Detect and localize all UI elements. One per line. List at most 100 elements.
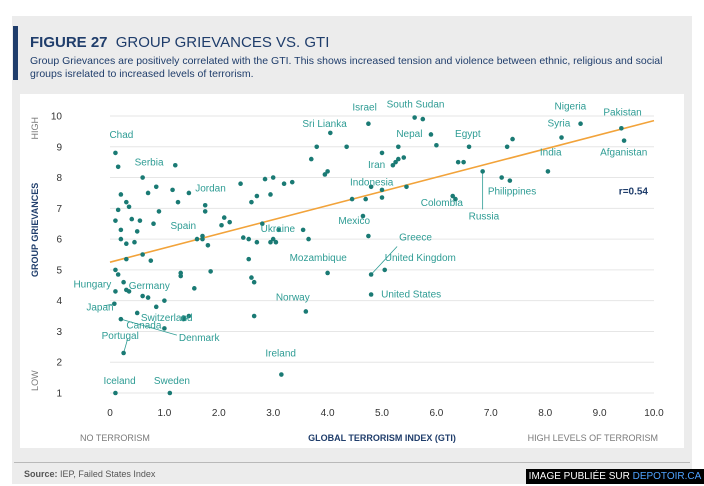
- data-point: [251, 279, 257, 285]
- data-point: [186, 190, 192, 196]
- y-tick-label: 4: [56, 296, 62, 307]
- point-label-jordan: Jordan: [195, 183, 226, 194]
- data-point: [113, 218, 118, 223]
- data-point: [126, 289, 132, 294]
- point-label-greece: Greece: [399, 233, 432, 244]
- data-point: [145, 295, 151, 300]
- data-point: [379, 187, 385, 193]
- data-point: [162, 298, 167, 303]
- y-tick-label: 7: [56, 204, 62, 215]
- data-point: [175, 199, 181, 205]
- x-tick-label: 4.0: [321, 408, 335, 419]
- data-point-portugal: [121, 350, 126, 356]
- data-point: [181, 315, 186, 320]
- data-point-japan: [112, 301, 117, 307]
- correlation-label: r=0.54: [619, 186, 649, 197]
- x-tick-label: 7.0: [484, 408, 498, 419]
- data-point-norway: [303, 309, 309, 314]
- data-point: [202, 209, 208, 214]
- data-point: [115, 272, 121, 277]
- data-point-nigeria: [578, 121, 583, 126]
- y-tick-label: 9: [56, 142, 62, 153]
- data-point-switzerland: [186, 313, 192, 319]
- point-label-russia: Russia: [469, 211, 500, 222]
- x-tick-label: 1.0: [157, 408, 171, 419]
- data-point: [306, 236, 311, 242]
- y-tick-label: 3: [56, 327, 62, 338]
- data-point: [208, 269, 213, 274]
- data-point-denmark: [118, 316, 124, 322]
- point-label-syria: Syria: [548, 119, 571, 130]
- data-point-syria: [559, 135, 564, 140]
- data-point: [349, 196, 355, 202]
- x-tick-label: 9.0: [593, 408, 607, 419]
- point-label-spain: Spain: [170, 221, 196, 232]
- data-point: [300, 227, 306, 233]
- data-point-mozambique: [325, 270, 330, 276]
- data-point: [140, 252, 145, 257]
- data-point: [219, 222, 224, 228]
- point-label-indonesia: Indonesia: [350, 178, 394, 189]
- point-label-nepal: Nepal: [396, 129, 422, 140]
- data-point: [314, 144, 320, 150]
- figure-number: FIGURE 27: [30, 34, 108, 51]
- data-point: [368, 184, 374, 190]
- data-point: [251, 313, 257, 319]
- data-point-india: [545, 169, 551, 174]
- watermark-badge[interactable]: IMAGE PUBLIÉE SUR DEPOTOIR.CA: [526, 469, 704, 484]
- data-point: [246, 256, 252, 262]
- source-note: Source: IEP, Failed States Index: [24, 469, 155, 479]
- data-point: [390, 162, 396, 168]
- data-point: [254, 239, 260, 245]
- data-point: [249, 199, 254, 205]
- point-label-ireland: Ireland: [265, 349, 296, 360]
- data-point: [289, 179, 295, 185]
- point-label-portugal: Portugal: [102, 331, 139, 342]
- data-point: [205, 242, 211, 248]
- data-point-philippines: [507, 178, 513, 183]
- data-point: [461, 159, 466, 165]
- data-point-jordan: [202, 202, 208, 208]
- data-point: [170, 187, 175, 193]
- data-point: [227, 219, 232, 225]
- data-point: [238, 181, 243, 187]
- data-point-serbia: [140, 175, 145, 180]
- x-tick-label: 0: [107, 408, 113, 419]
- point-label-mozambique: Mozambique: [290, 253, 348, 264]
- data-point: [148, 258, 154, 263]
- source-label: Source:: [24, 469, 58, 479]
- y-tick-label: 2: [56, 358, 62, 369]
- data-point: [153, 304, 159, 310]
- data-point: [132, 239, 137, 245]
- point-label-denmark: Denmark: [179, 333, 221, 344]
- data-point-colombia: [450, 193, 456, 199]
- data-point: [115, 207, 121, 213]
- y-tick-label: 10: [51, 112, 63, 123]
- watermark-link[interactable]: DEPOTOIR.CA: [632, 471, 702, 482]
- data-point: [134, 310, 140, 316]
- data-point: [221, 215, 227, 220]
- data-point-hungary: [113, 289, 118, 294]
- label-leader-line: [370, 246, 398, 275]
- data-point: [325, 169, 330, 174]
- source-text: IEP, Failed States Index: [57, 469, 156, 479]
- data-point: [455, 159, 461, 165]
- point-label-sweden: Sweden: [154, 376, 190, 387]
- figure-title-text: GROUP GRIEVANCES VS. GTI: [115, 34, 330, 51]
- data-point: [118, 192, 124, 197]
- data-point-iceland: [113, 390, 118, 396]
- data-point: [118, 236, 124, 242]
- point-label-sri-lianka: Sri Lianka: [302, 119, 347, 130]
- data-point: [145, 190, 151, 196]
- data-point-afganistan: [621, 138, 627, 143]
- point-label-india: India: [540, 147, 562, 158]
- data-point: [126, 204, 132, 210]
- point-label-japan: Japan: [86, 303, 113, 314]
- point-label-israel: Israel: [352, 103, 376, 114]
- data-point-greece: [368, 272, 374, 277]
- data-point: [322, 172, 328, 177]
- data-point-pakistan: [619, 126, 624, 131]
- data-point: [363, 196, 368, 202]
- x-tick-label: 6.0: [429, 408, 443, 419]
- data-point: [270, 175, 276, 180]
